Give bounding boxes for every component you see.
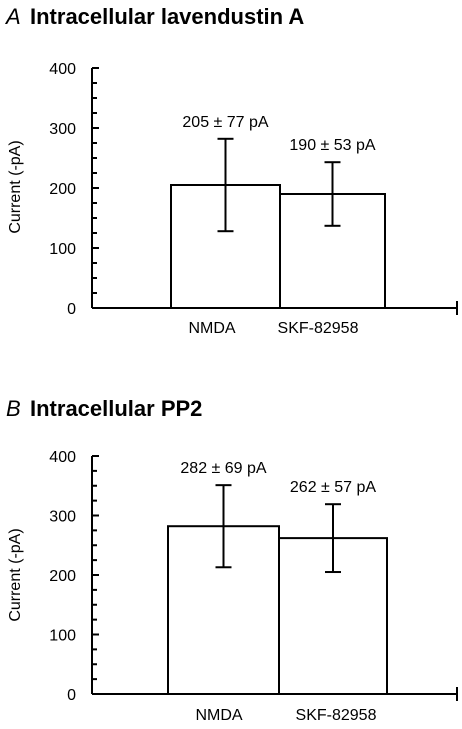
y-tick-label: 300 xyxy=(49,121,76,138)
y-axis-label: Current (-pA) xyxy=(7,140,24,233)
y-tick-label: 400 xyxy=(49,449,76,466)
data-label: 190 ± 53 pA xyxy=(289,137,376,154)
y-axis-label: Current (-pA) xyxy=(7,528,24,621)
y-tick-label: 100 xyxy=(49,241,76,258)
category-label: NMDA xyxy=(188,320,235,337)
y-tick-label: 300 xyxy=(49,509,76,526)
y-tick-label: 200 xyxy=(49,568,76,585)
data-label: 282 ± 69 pA xyxy=(180,460,267,477)
y-tick-label: 200 xyxy=(49,181,76,198)
y-tick-label: 0 xyxy=(67,301,76,318)
axes: 0 100 200 300 400 xyxy=(49,61,458,318)
y-tick-label: 0 xyxy=(67,687,76,704)
panel-title: Intracellular lavendustin A xyxy=(30,4,304,29)
category-label: NMDA xyxy=(195,707,242,724)
data-label: 205 ± 77 pA xyxy=(182,114,269,131)
bars: 205 ± 77 pA NMDA 190 ± 53 pA SKF-82958 xyxy=(170,114,386,337)
panel-a: A Intracellular lavendustin A Current (-… xyxy=(4,4,458,337)
y-tick-label: 100 xyxy=(49,628,76,645)
panel-title: Intracellular PP2 xyxy=(30,396,202,421)
category-label: SKF-82958 xyxy=(278,320,359,337)
bars: 282 ± 69 pA NMDA 262 ± 57 pA SKF-82958 xyxy=(167,460,388,724)
panel-letter: B xyxy=(6,396,21,421)
category-label: SKF-82958 xyxy=(296,707,377,724)
panel-b: B Intracellular PP2 Current (-pA) 0 100 20… xyxy=(6,396,458,724)
data-label: 262 ± 57 pA xyxy=(290,479,377,496)
panel-letter: A xyxy=(4,4,21,29)
y-tick-label: 400 xyxy=(49,61,76,78)
